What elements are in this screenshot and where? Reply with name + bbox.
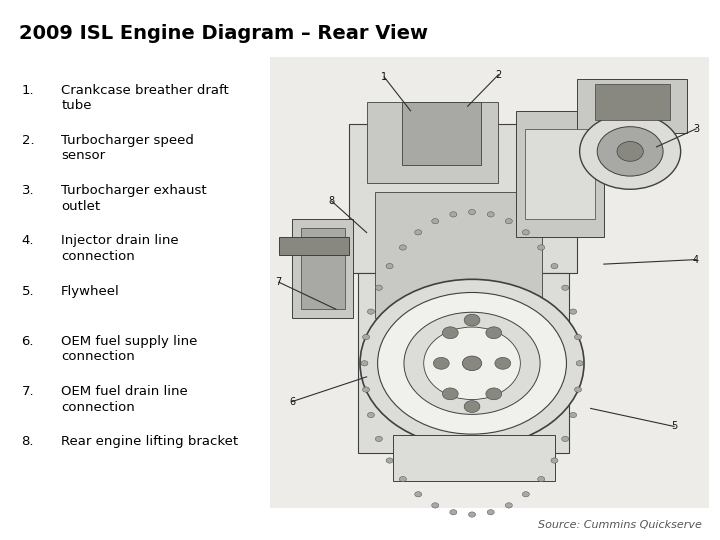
Text: 7: 7 (276, 277, 282, 287)
Circle shape (597, 127, 663, 176)
Circle shape (469, 512, 475, 517)
Circle shape (423, 327, 521, 400)
Text: 8: 8 (328, 196, 335, 206)
Text: Flywheel: Flywheel (61, 285, 120, 298)
Bar (375, 192, 542, 318)
Text: 3: 3 (693, 124, 699, 134)
Text: OEM fuel drain line
connection: OEM fuel drain line connection (61, 385, 188, 414)
Circle shape (538, 245, 545, 250)
Circle shape (576, 361, 583, 366)
Circle shape (442, 388, 458, 400)
Text: OEM fuel supply line
connection: OEM fuel supply line connection (61, 335, 197, 363)
Circle shape (433, 357, 449, 369)
Bar (349, 124, 577, 273)
Circle shape (450, 510, 457, 515)
Bar (595, 84, 670, 120)
Circle shape (575, 334, 582, 340)
Text: 6: 6 (289, 397, 295, 407)
Circle shape (562, 436, 569, 442)
Circle shape (442, 327, 458, 339)
Circle shape (487, 212, 494, 217)
Circle shape (367, 309, 374, 314)
Text: 5: 5 (671, 421, 678, 431)
Circle shape (363, 334, 369, 340)
Bar (292, 219, 354, 318)
Text: 2009 ISL Engine Diagram – Rear View: 2009 ISL Engine Diagram – Rear View (19, 24, 428, 43)
Circle shape (570, 309, 577, 314)
Circle shape (575, 387, 582, 392)
Bar (358, 273, 569, 454)
Circle shape (386, 458, 393, 463)
Text: Crankcase breather draft
tube: Crankcase breather draft tube (61, 84, 229, 112)
Bar (402, 102, 481, 165)
Circle shape (617, 141, 644, 161)
Circle shape (363, 387, 369, 392)
Circle shape (551, 264, 558, 269)
Circle shape (377, 293, 567, 434)
Circle shape (505, 503, 513, 508)
Circle shape (562, 285, 569, 291)
FancyBboxPatch shape (270, 57, 709, 508)
Circle shape (495, 357, 510, 369)
Bar (279, 237, 349, 255)
Circle shape (462, 356, 482, 370)
Text: Rear engine lifting bracket: Rear engine lifting bracket (61, 435, 238, 448)
Circle shape (367, 413, 374, 417)
Text: 7.: 7. (22, 385, 35, 398)
Circle shape (580, 113, 680, 190)
Text: 2.: 2. (22, 134, 35, 147)
Circle shape (464, 314, 480, 326)
Circle shape (400, 476, 406, 482)
Text: 8.: 8. (22, 435, 34, 448)
Circle shape (360, 279, 584, 447)
Circle shape (570, 413, 577, 417)
Text: 6.: 6. (22, 335, 34, 348)
Circle shape (551, 458, 558, 463)
Text: Injector drain line
connection: Injector drain line connection (61, 234, 179, 263)
Circle shape (415, 491, 422, 497)
Circle shape (450, 212, 457, 217)
Circle shape (522, 230, 529, 235)
Text: 3.: 3. (22, 184, 35, 197)
Circle shape (386, 264, 393, 269)
Circle shape (486, 327, 502, 339)
Circle shape (522, 491, 529, 497)
Circle shape (415, 230, 422, 235)
Bar (577, 79, 687, 133)
Bar (516, 111, 604, 237)
Text: Turbocharger speed
sensor: Turbocharger speed sensor (61, 134, 194, 163)
Circle shape (432, 219, 438, 224)
Circle shape (538, 476, 545, 482)
Circle shape (375, 285, 382, 291)
Text: 1: 1 (381, 72, 387, 82)
Circle shape (505, 219, 513, 224)
Text: 5.: 5. (22, 285, 35, 298)
Bar (366, 102, 498, 183)
Text: Turbocharger exhaust
outlet: Turbocharger exhaust outlet (61, 184, 207, 213)
Circle shape (464, 401, 480, 413)
Text: Source: Cummins Quickserve: Source: Cummins Quickserve (538, 520, 702, 530)
Bar (301, 228, 345, 309)
Circle shape (486, 388, 502, 400)
Text: 4: 4 (693, 254, 699, 265)
Bar (525, 129, 595, 219)
Text: 2: 2 (495, 70, 502, 80)
Circle shape (469, 210, 475, 215)
Circle shape (375, 436, 382, 442)
Text: 1.: 1. (22, 84, 35, 97)
Bar (393, 435, 556, 481)
Circle shape (487, 510, 494, 515)
Circle shape (404, 312, 540, 414)
Circle shape (361, 361, 368, 366)
Text: 4.: 4. (22, 234, 34, 247)
Circle shape (432, 503, 438, 508)
Circle shape (400, 245, 406, 250)
